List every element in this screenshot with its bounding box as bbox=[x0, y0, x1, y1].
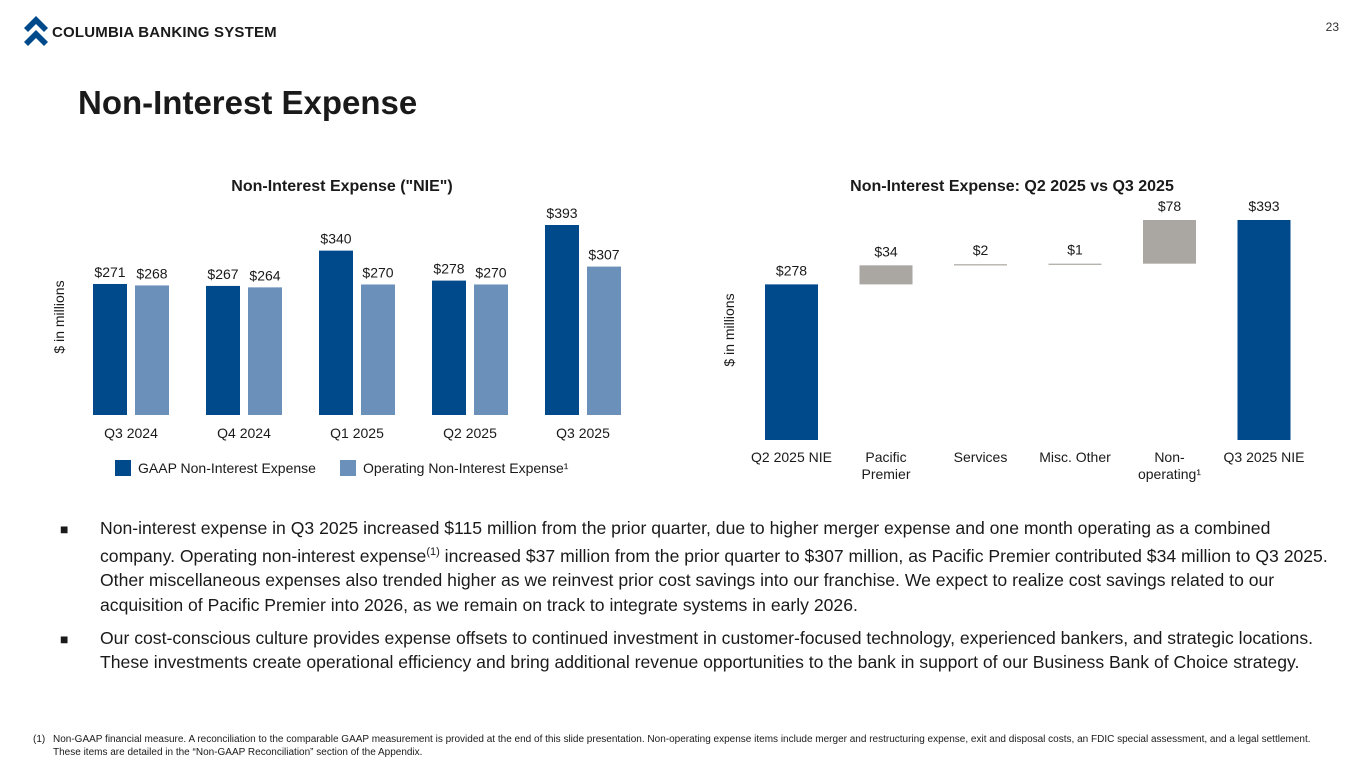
chart1-ylabel: $ in millions bbox=[51, 280, 67, 353]
bullet-item: ■ Our cost-conscious culture provides ex… bbox=[60, 626, 1335, 675]
legend-item-operating: Operating Non-Interest Expense¹ bbox=[339, 460, 569, 476]
chart1-legend: GAAP Non-Interest Expense Operating Non-… bbox=[115, 460, 592, 476]
bullet-item: ■ Non-interest expense in Q3 2025 increa… bbox=[60, 516, 1335, 617]
legend-label-gaap: GAAP Non-Interest Expense bbox=[138, 460, 316, 476]
waterfall-step-bar bbox=[1048, 263, 1102, 265]
x-tick-label: Q1 2025 bbox=[330, 425, 384, 441]
x-tick-label: Q4 2024 bbox=[217, 425, 271, 441]
chart2-ylabel: $ in millions bbox=[721, 293, 737, 366]
bar-operating bbox=[587, 266, 621, 415]
waterfall-step-bar bbox=[1143, 220, 1196, 264]
bar-gaap bbox=[206, 285, 240, 415]
footnote-mark: (1) bbox=[33, 734, 46, 745]
page-title: Non-Interest Expense bbox=[78, 84, 418, 121]
waterfall-data-label: $2 bbox=[973, 242, 989, 258]
footnote: (1) Non-GAAP financial measure. A reconc… bbox=[33, 733, 1333, 759]
brand-name: COLUMBIA BANKING SYSTEM bbox=[52, 23, 277, 41]
waterfall-step-bar bbox=[859, 265, 913, 285]
data-label-operating: $270 bbox=[475, 264, 506, 280]
legend-label-operating: Operating Non-Interest Expense¹ bbox=[362, 460, 569, 476]
data-label-operating: $307 bbox=[588, 247, 619, 263]
waterfall-data-label: $1 bbox=[1067, 242, 1083, 258]
data-label-gaap: $393 bbox=[546, 205, 577, 221]
columbia-logo-icon bbox=[24, 16, 48, 46]
bullet1-superscript: (1) bbox=[426, 546, 440, 559]
bar-gaap bbox=[93, 283, 127, 415]
bar-gaap bbox=[545, 225, 579, 415]
chart2-nie-waterfall: $ in millions $278 Q2 2025 NIE $34 PacificPr… bbox=[721, 198, 1305, 482]
bar-gaap bbox=[319, 250, 353, 415]
x-tick-label: Q3 2025 bbox=[556, 425, 610, 441]
waterfall-data-label: $393 bbox=[1248, 198, 1279, 214]
legend-swatch-operating bbox=[339, 460, 356, 476]
waterfall-data-label: $278 bbox=[776, 262, 807, 278]
bar-operating bbox=[361, 284, 395, 415]
legend-swatch-gaap bbox=[115, 460, 131, 476]
data-label-gaap: $271 bbox=[94, 264, 125, 280]
bullet-marker: ■ bbox=[60, 631, 69, 648]
bullet1-text-a: Non-interest expense in Q3 2025 increase… bbox=[100, 518, 1271, 567]
data-label-gaap: $340 bbox=[320, 231, 351, 247]
chart1-title: Non-Interest Expense ("NIE") bbox=[231, 178, 453, 195]
bullet-text: Non-interest expense in Q3 2025 increase… bbox=[100, 516, 1335, 617]
legend-item-gaap: GAAP Non-Interest Expense bbox=[115, 460, 316, 476]
bar-gaap bbox=[432, 280, 466, 415]
bar-operating bbox=[474, 284, 508, 415]
data-label-gaap: $278 bbox=[433, 261, 464, 277]
x-tick-label: Non- bbox=[1154, 449, 1185, 465]
waterfall-total-bar bbox=[1237, 220, 1291, 440]
waterfall-data-label: $78 bbox=[1158, 198, 1182, 214]
chart1-nie-by-quarter: $ in millions $271 $268 Q3 2024 $267 $264 Q4 2… bbox=[51, 205, 621, 441]
x-tick-label: Premier bbox=[861, 466, 910, 482]
waterfall-data-label: $34 bbox=[874, 243, 898, 259]
data-label-operating: $270 bbox=[362, 264, 393, 280]
footnote-text: Non-GAAP financial measure. A reconcilia… bbox=[53, 734, 1311, 758]
bar-operating bbox=[135, 285, 169, 415]
x-tick-label: operating¹ bbox=[1138, 466, 1201, 482]
x-tick-label: Q3 2025 NIE bbox=[1224, 449, 1305, 465]
data-label-gaap: $267 bbox=[207, 266, 238, 282]
bar-operating bbox=[248, 287, 282, 415]
x-tick-label: Misc. Other bbox=[1039, 449, 1111, 465]
commentary-bullets: ■ Non-interest expense in Q3 2025 increa… bbox=[60, 516, 1335, 684]
x-tick-label: Pacific bbox=[865, 449, 906, 465]
x-tick-label: Q2 2025 NIE bbox=[751, 449, 832, 465]
data-label-operating: $268 bbox=[136, 265, 167, 281]
chart2-title: Non-Interest Expense: Q2 2025 vs Q3 2025 bbox=[850, 178, 1174, 195]
x-tick-label: Q2 2025 bbox=[443, 425, 497, 441]
bullet-marker: ■ bbox=[60, 521, 69, 537]
x-tick-label: Q3 2024 bbox=[104, 425, 158, 441]
data-label-operating: $264 bbox=[249, 267, 280, 283]
x-tick-label: Services bbox=[954, 449, 1008, 465]
brand-logo: COLUMBIA BANKING SYSTEM bbox=[24, 16, 277, 48]
bullet2-text: Our cost-conscious culture provides expe… bbox=[100, 628, 1313, 673]
page-number: 23 bbox=[1325, 20, 1339, 34]
waterfall-step-bar bbox=[954, 264, 1007, 266]
waterfall-total-bar bbox=[765, 284, 818, 440]
bullet1-text-b: increased $37 million from the prior qua… bbox=[100, 546, 1328, 615]
